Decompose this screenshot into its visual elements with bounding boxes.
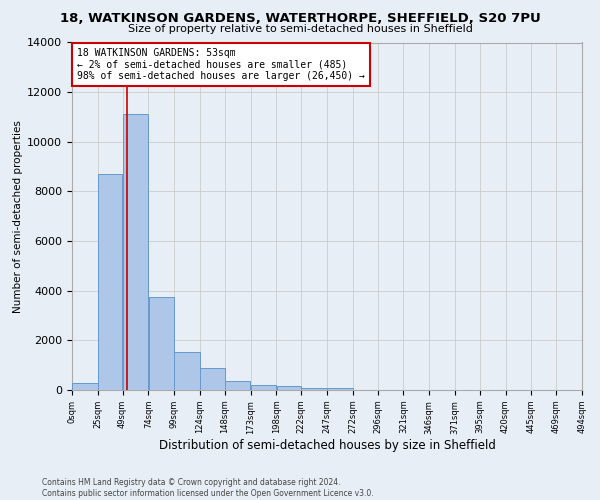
Text: 18 WATKINSON GARDENS: 53sqm
← 2% of semi-detached houses are smaller (485)
98% o: 18 WATKINSON GARDENS: 53sqm ← 2% of semi… bbox=[77, 48, 365, 81]
X-axis label: Distribution of semi-detached houses by size in Sheffield: Distribution of semi-detached houses by … bbox=[158, 439, 496, 452]
Bar bbox=[301, 388, 327, 390]
Bar bbox=[225, 382, 250, 390]
Bar bbox=[149, 297, 174, 390]
Text: Size of property relative to semi-detached houses in Sheffield: Size of property relative to semi-detach… bbox=[128, 24, 472, 34]
Bar bbox=[175, 352, 200, 390]
Bar bbox=[327, 388, 353, 390]
Bar bbox=[251, 385, 276, 390]
Text: Contains HM Land Registry data © Crown copyright and database right 2024.
Contai: Contains HM Land Registry data © Crown c… bbox=[42, 478, 374, 498]
Bar bbox=[277, 386, 301, 390]
Bar bbox=[200, 368, 224, 390]
Bar bbox=[72, 382, 98, 390]
Bar bbox=[98, 174, 122, 390]
Y-axis label: Number of semi-detached properties: Number of semi-detached properties bbox=[13, 120, 23, 312]
Bar bbox=[123, 114, 148, 390]
Text: 18, WATKINSON GARDENS, WATERTHORPE, SHEFFIELD, S20 7PU: 18, WATKINSON GARDENS, WATERTHORPE, SHEF… bbox=[59, 12, 541, 26]
